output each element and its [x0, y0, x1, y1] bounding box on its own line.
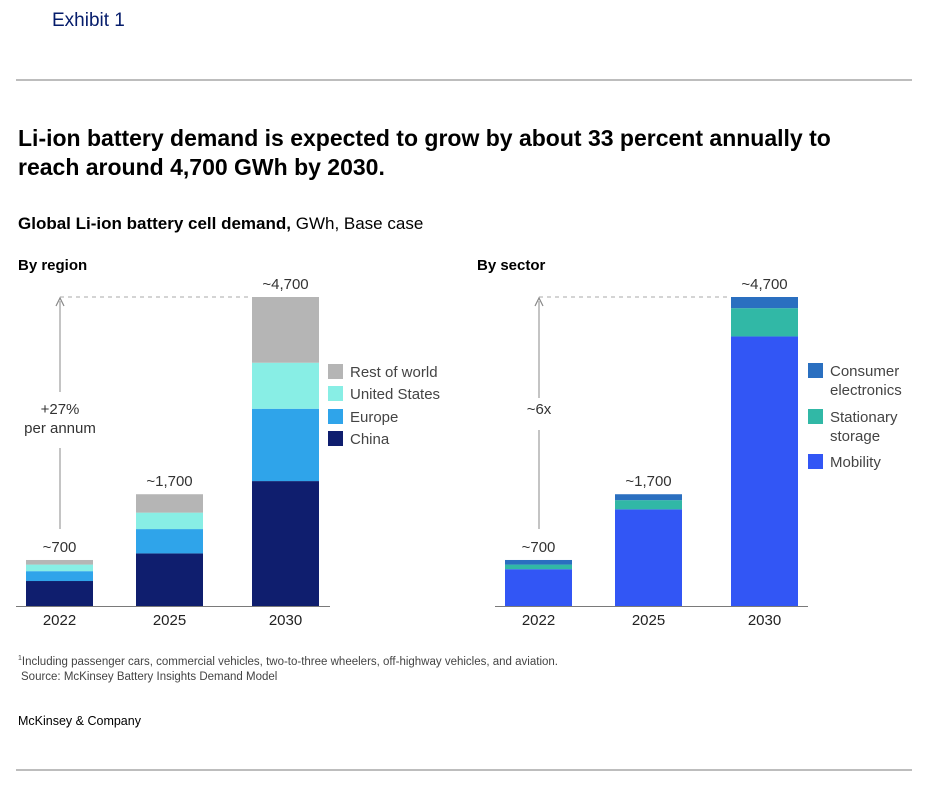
- growth-annotation-region: +27%: [41, 401, 80, 418]
- x-tick-region-2030: 2030: [269, 612, 302, 629]
- top-divider: [16, 79, 912, 81]
- panel-title-region: By region: [18, 257, 88, 274]
- bar-sector-2022-stationary: [505, 564, 572, 570]
- footnote-marker: 1: [18, 655, 22, 662]
- exhibit-label: Exhibit 1: [52, 10, 125, 31]
- bar-region-2025-europe: [136, 529, 203, 554]
- x-tick-region-2022: 2022: [43, 612, 76, 629]
- bar-region-2025-row: [136, 494, 203, 513]
- growth-annotation-sector: ~6x: [527, 401, 552, 418]
- headline: Li-ion battery demand is expected to gro…: [18, 125, 831, 180]
- legend-swatch-europe: [328, 409, 343, 424]
- legend-swatch-consumer: [808, 363, 823, 378]
- x-tick-sector-2030: 2030: [748, 612, 781, 629]
- legend-swatch-us: [328, 386, 343, 401]
- legend-label-row: Rest of world: [350, 364, 438, 381]
- bar-region-2022-row: [26, 559, 93, 565]
- x-tick-region-2025: 2025: [153, 612, 186, 629]
- bottom-divider: [16, 769, 912, 771]
- bar-region-2030-us: [252, 362, 319, 409]
- total-label-sector-2025: ~1,700: [625, 473, 671, 490]
- bar-sector-2022-mobility: [505, 569, 572, 606]
- total-label-sector-2022: ~700: [522, 539, 556, 556]
- legend-swatch-china: [328, 431, 343, 446]
- growth-arrowhead-region: [55, 296, 65, 307]
- legend-label-consumer: Consumer: [830, 363, 899, 380]
- growth-arrowhead-sector: [534, 296, 544, 307]
- legend-swatch-row: [328, 364, 343, 379]
- footnote: 1Including passenger cars, commercial ve…: [18, 651, 558, 685]
- bar-region-2030-china: [252, 481, 319, 606]
- legend-label-mobility: Mobility: [830, 454, 881, 471]
- bar-sector-2025-consumer: [615, 494, 682, 501]
- x-tick-sector-2022: 2022: [522, 612, 555, 629]
- legend-swatch-mobility: [808, 454, 823, 469]
- footnote-line: 1Including passenger cars, commercial ve…: [18, 651, 558, 670]
- legend-label-us: United States: [350, 386, 440, 403]
- legend-label-consumer-2: electronics: [830, 382, 902, 399]
- legend-label-stationary: Stationary: [830, 409, 898, 426]
- brand-name: McKinsey & Company: [18, 714, 141, 728]
- panel-title-sector: By sector: [477, 257, 546, 274]
- subtitle-units: GWh, Base case: [291, 214, 424, 233]
- legend-label-stationary-2: storage: [830, 428, 880, 445]
- chart-subtitle: Global Li-ion battery cell demand, GWh, …: [18, 214, 423, 234]
- bar-sector-2025-stationary: [615, 500, 682, 510]
- bar-region-2025-china: [136, 553, 203, 606]
- total-label-region-2022: ~700: [43, 539, 77, 556]
- bar-sector-2030-stationary: [731, 308, 798, 337]
- bar-region-2022-china: [26, 581, 93, 606]
- legend-label-europe: Europe: [350, 409, 398, 426]
- bar-sector-2030-mobility: [731, 336, 798, 606]
- growth-annotation-sub-region: per annum: [24, 420, 96, 437]
- subtitle-bold: Global Li-ion battery cell demand,: [18, 214, 291, 233]
- bar-sector-2030-consumer: [731, 297, 798, 309]
- legend-swatch-stationary: [808, 409, 823, 424]
- total-label-sector-2030: ~4,700: [741, 276, 787, 293]
- bar-region-2025-us: [136, 512, 203, 530]
- source-line: Source: McKinsey Battery Insights Demand…: [21, 670, 278, 683]
- total-label-region-2030: ~4,700: [262, 276, 308, 293]
- charts-canvas: ~700 2022 ~1,700 2025 ~4,700 2030 +27% per annu…: [16, 276, 902, 629]
- footnote-text: Including passenger cars, commercial veh…: [21, 655, 558, 668]
- bar-sector-2025-mobility: [615, 509, 682, 606]
- total-label-region-2025: ~1,700: [146, 473, 192, 490]
- bar-region-2022-us: [26, 564, 93, 572]
- x-tick-sector-2025: 2025: [632, 612, 665, 629]
- bar-region-2022-europe: [26, 571, 93, 582]
- bar-region-2030-row: [252, 297, 319, 363]
- legend-label-china: China: [350, 431, 390, 448]
- bar-region-2030-europe: [252, 408, 319, 482]
- bar-sector-2022-consumer: [505, 559, 572, 565]
